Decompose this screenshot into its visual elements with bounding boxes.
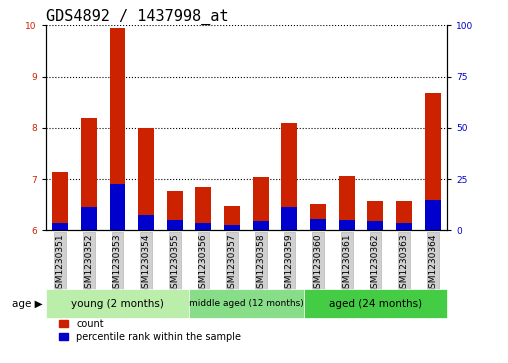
Bar xyxy=(81,118,97,231)
Text: GSM1230351: GSM1230351 xyxy=(55,233,65,294)
Bar xyxy=(339,176,355,231)
Bar xyxy=(253,177,269,231)
Bar xyxy=(304,289,447,318)
Text: middle aged (12 months): middle aged (12 months) xyxy=(189,299,304,308)
Bar xyxy=(224,225,240,231)
Text: GSM1230354: GSM1230354 xyxy=(142,233,150,294)
Text: aged (24 months): aged (24 months) xyxy=(329,299,422,309)
Bar xyxy=(196,187,211,231)
Bar xyxy=(138,128,154,231)
Text: GSM1230355: GSM1230355 xyxy=(170,233,179,294)
Text: GSM1230362: GSM1230362 xyxy=(371,233,380,294)
Bar xyxy=(367,201,383,231)
Bar xyxy=(167,191,182,231)
Legend: count, percentile rank within the sample: count, percentile rank within the sample xyxy=(58,319,241,342)
Bar xyxy=(310,204,326,231)
Text: GSM1230357: GSM1230357 xyxy=(228,233,237,294)
Text: GSM1230359: GSM1230359 xyxy=(285,233,294,294)
Bar xyxy=(189,289,304,318)
Text: GSM1230352: GSM1230352 xyxy=(84,233,93,294)
Text: GSM1230363: GSM1230363 xyxy=(399,233,408,294)
Text: age ▶: age ▶ xyxy=(12,299,43,309)
Bar xyxy=(110,28,125,231)
Bar xyxy=(253,221,269,231)
Bar xyxy=(425,200,440,231)
Bar xyxy=(396,223,412,231)
Bar xyxy=(52,171,68,231)
Text: GSM1230364: GSM1230364 xyxy=(428,233,437,294)
Text: GDS4892 / 1437998_at: GDS4892 / 1437998_at xyxy=(46,9,228,25)
Bar xyxy=(339,220,355,231)
Bar xyxy=(52,223,68,231)
Bar xyxy=(167,220,182,231)
Bar xyxy=(367,221,383,231)
Bar xyxy=(196,223,211,231)
Bar xyxy=(138,215,154,231)
Text: GSM1230356: GSM1230356 xyxy=(199,233,208,294)
Bar xyxy=(396,201,412,231)
Bar xyxy=(81,207,97,231)
Text: GSM1230361: GSM1230361 xyxy=(342,233,351,294)
Bar xyxy=(310,219,326,231)
Text: GSM1230353: GSM1230353 xyxy=(113,233,122,294)
Text: GSM1230360: GSM1230360 xyxy=(313,233,323,294)
Text: young (2 months): young (2 months) xyxy=(71,299,164,309)
Bar xyxy=(281,123,297,231)
Bar xyxy=(425,93,440,231)
Bar xyxy=(281,207,297,231)
Bar xyxy=(46,289,189,318)
Text: GSM1230358: GSM1230358 xyxy=(256,233,265,294)
Bar xyxy=(224,207,240,231)
Bar xyxy=(110,184,125,231)
